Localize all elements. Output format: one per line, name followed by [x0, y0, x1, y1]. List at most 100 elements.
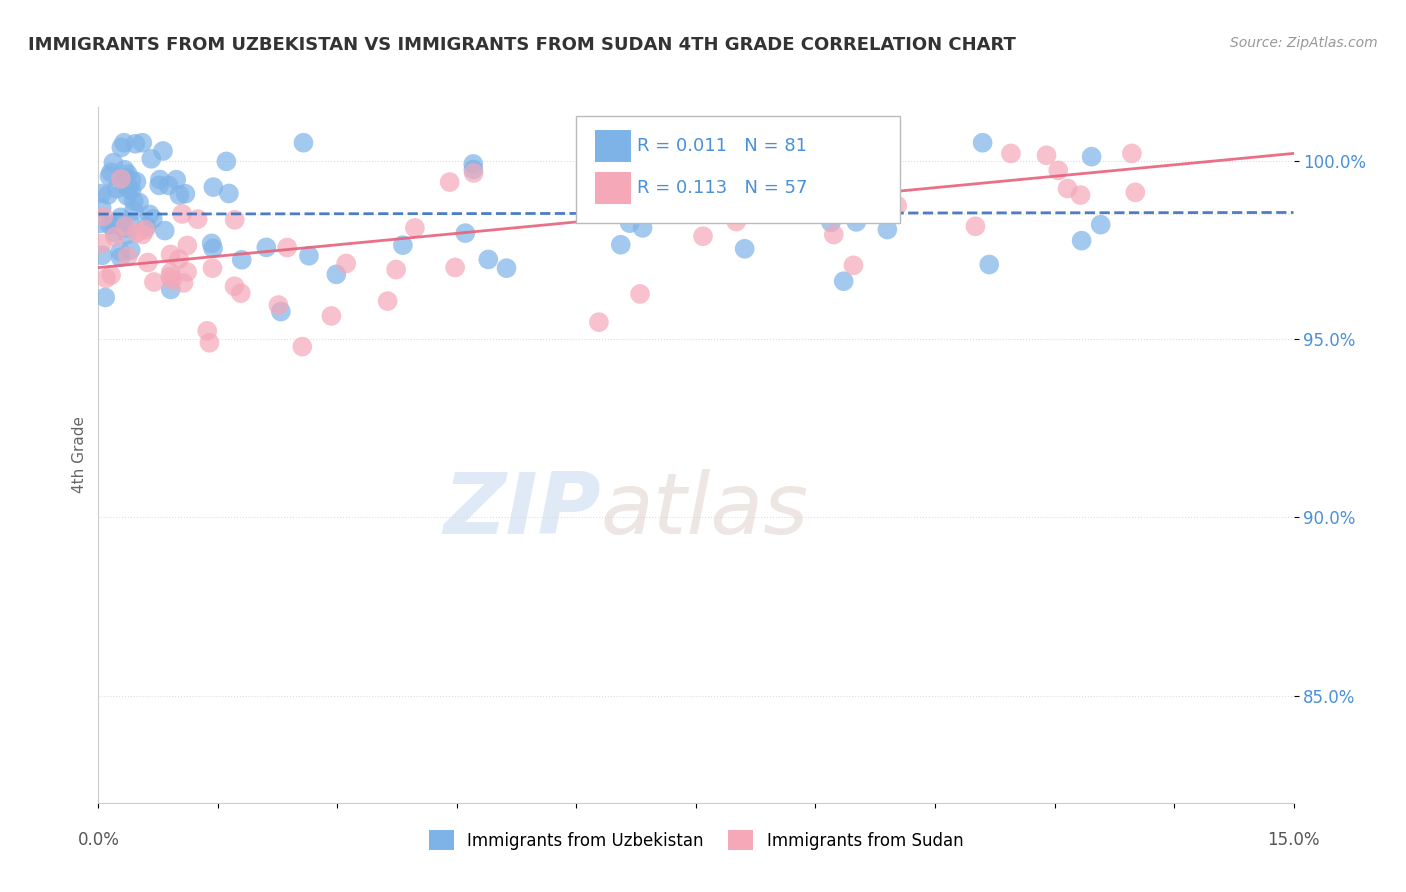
Text: ZIP: ZIP	[443, 469, 600, 552]
Point	[173, 276, 195, 290]
Point	[965, 219, 987, 234]
Point	[98, 169, 121, 184]
Point	[159, 269, 181, 284]
Point	[276, 241, 298, 255]
Point	[202, 180, 225, 194]
Point	[1056, 181, 1078, 195]
Point	[224, 279, 246, 293]
Point	[292, 136, 315, 150]
Point	[174, 186, 197, 201]
Point	[135, 219, 157, 234]
Point	[495, 261, 517, 276]
Point	[224, 212, 246, 227]
Point	[117, 182, 139, 196]
Point	[112, 178, 135, 192]
Point	[104, 229, 127, 244]
Point	[201, 261, 224, 276]
Point	[112, 136, 135, 150]
Point	[1090, 218, 1112, 232]
Text: Source: ZipAtlas.com: Source: ZipAtlas.com	[1230, 36, 1378, 50]
Point	[692, 229, 714, 244]
Point	[93, 210, 115, 224]
Point	[114, 162, 136, 177]
Point	[103, 155, 125, 169]
Point	[734, 242, 756, 256]
Text: atlas: atlas	[600, 469, 808, 552]
Point	[121, 183, 143, 197]
Point	[138, 207, 160, 221]
Point	[131, 227, 153, 242]
Point	[114, 220, 136, 235]
Point	[229, 286, 252, 301]
Point	[142, 211, 165, 226]
Point	[321, 309, 343, 323]
Point	[108, 244, 131, 259]
Point	[110, 172, 132, 186]
Point	[886, 199, 908, 213]
Point	[128, 195, 150, 210]
Point	[477, 252, 499, 267]
Point	[167, 252, 190, 267]
Point	[94, 271, 117, 285]
Point	[1070, 234, 1092, 248]
Point	[153, 223, 176, 237]
Point	[89, 216, 111, 230]
Point	[254, 240, 277, 254]
Point	[159, 283, 181, 297]
Text: R = 0.113   N = 57: R = 0.113 N = 57	[637, 179, 807, 197]
Point	[100, 268, 122, 282]
Point	[270, 304, 292, 318]
Text: 15.0%: 15.0%	[1267, 830, 1320, 848]
Point	[619, 216, 641, 230]
Text: 0.0%: 0.0%	[77, 830, 120, 848]
Point	[201, 236, 224, 251]
Point	[122, 203, 145, 218]
Point	[1121, 146, 1143, 161]
Point	[91, 248, 114, 262]
Point	[176, 238, 198, 252]
Point	[979, 258, 1001, 272]
Point	[588, 315, 610, 329]
Point	[377, 294, 399, 309]
Point	[439, 175, 461, 189]
Point	[131, 136, 153, 150]
Point	[1047, 163, 1070, 178]
Text: IMMIGRANTS FROM UZBEKISTAN VS IMMIGRANTS FROM SUDAN 4TH GRADE CORRELATION CHART: IMMIGRANTS FROM UZBEKISTAN VS IMMIGRANTS…	[28, 36, 1017, 54]
Point	[668, 168, 690, 182]
Point	[169, 188, 191, 202]
Point	[876, 222, 898, 236]
Point	[444, 260, 467, 275]
Point	[176, 265, 198, 279]
Point	[463, 157, 485, 171]
Y-axis label: 4th Grade: 4th Grade	[72, 417, 87, 493]
Point	[91, 186, 114, 201]
Point	[97, 188, 120, 202]
Point	[136, 255, 159, 269]
Point	[1035, 148, 1057, 162]
Point	[198, 335, 221, 350]
Point	[104, 226, 127, 240]
Point	[972, 136, 994, 150]
Point	[628, 287, 651, 301]
Point	[117, 249, 139, 263]
Point	[291, 340, 314, 354]
Point	[110, 140, 132, 154]
Text: R = 0.011   N = 81: R = 0.011 N = 81	[637, 137, 807, 155]
Point	[141, 152, 163, 166]
Point	[142, 275, 165, 289]
Point	[98, 218, 121, 232]
Point	[115, 189, 138, 203]
Point	[1000, 146, 1022, 161]
Point	[90, 201, 112, 215]
Point	[159, 266, 181, 280]
Point	[103, 217, 125, 231]
Point	[1069, 188, 1091, 202]
Point	[325, 268, 347, 282]
Point	[124, 136, 146, 151]
Point	[157, 178, 180, 193]
Point	[1123, 186, 1146, 200]
Point	[404, 220, 426, 235]
Point	[121, 173, 143, 187]
Point	[823, 227, 845, 242]
Point	[842, 258, 865, 272]
